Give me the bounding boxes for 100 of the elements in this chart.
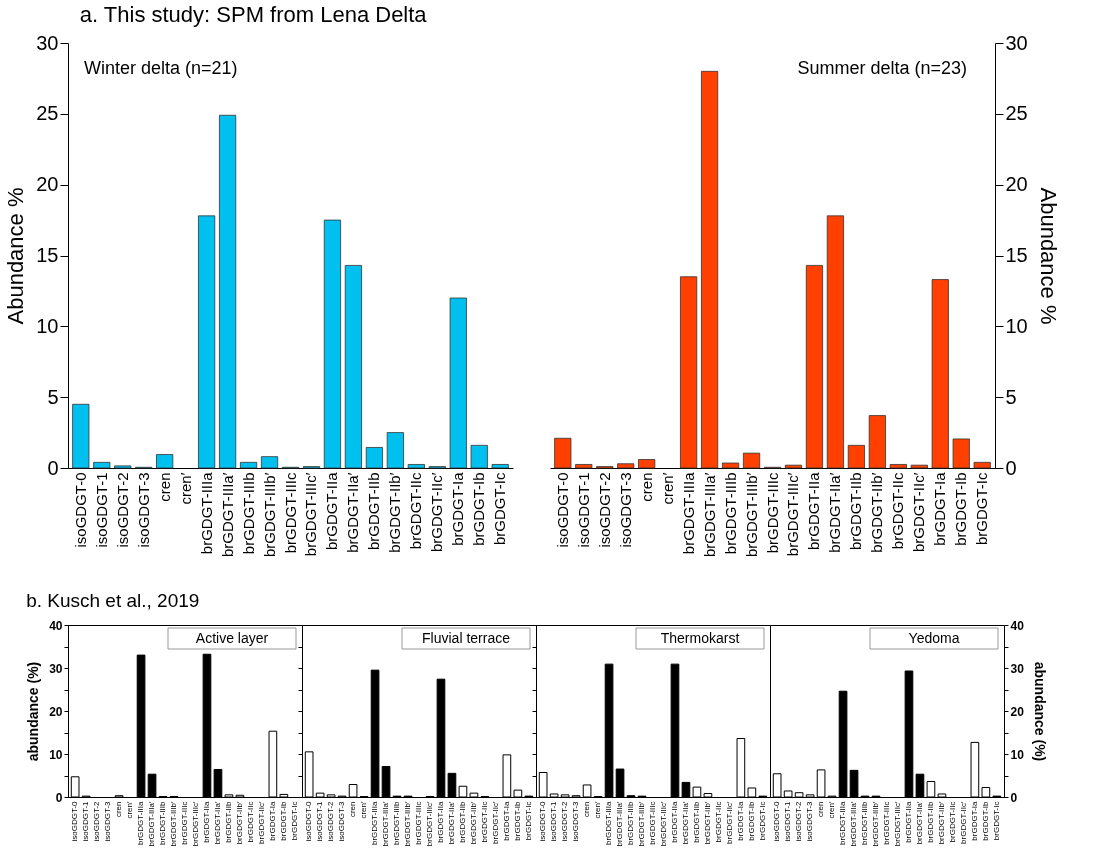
y-tick-label: 0 — [47, 456, 59, 479]
x-tick-label: brGDGT-IIIb′ — [637, 801, 647, 847]
x-tick-label: isoGDGT-0 — [538, 800, 548, 842]
y2-tick-label: 30 — [1010, 661, 1025, 676]
annotation: Active layer — [195, 630, 269, 646]
y-tick-label: 20 — [36, 173, 59, 196]
x-tick-label: brGDGT-Ia — [735, 800, 745, 841]
bar — [638, 459, 656, 469]
y-axis-title: Abundance % — [3, 187, 29, 325]
bar — [604, 663, 614, 798]
bar — [436, 678, 446, 798]
bar — [513, 789, 523, 798]
x-tick-label: brGDGT-Ib — [470, 472, 488, 546]
annotation: Yedoma — [908, 630, 960, 646]
bar — [326, 794, 336, 798]
bar — [304, 751, 314, 798]
x-tick-label: brGDGT-IIIc′ — [658, 801, 668, 847]
bar — [560, 794, 570, 798]
bar — [370, 669, 380, 798]
bar — [847, 444, 865, 469]
y-tick-label: 10 — [36, 314, 59, 337]
x-tick-label: brGDGT-IIIc′ — [190, 801, 200, 847]
x-tick-label: brGDGT-IIIc — [414, 801, 423, 845]
x-tick-label: cren — [114, 801, 124, 818]
x-tick-label: brGDGT-IIb′ — [386, 472, 404, 553]
bar — [868, 415, 886, 469]
bar — [615, 768, 625, 798]
bar — [981, 787, 991, 798]
x-tick-label: brGDGT-IIIb — [626, 800, 636, 846]
x-tick-label: isoGDGT-3 — [337, 800, 347, 842]
bar — [889, 464, 907, 469]
y-tick-label: 0 — [55, 790, 63, 805]
x-tick-label: brGDGT-IIIb — [239, 472, 257, 555]
x-tick-label: isoGDGT-0 — [71, 472, 89, 548]
x-tick-label: isoGDGT-2 — [794, 800, 804, 842]
x-tick-label: brGDGT-IIIa — [370, 800, 380, 846]
annotation: Winter delta (n=21) — [84, 58, 238, 78]
x-tick-label: brGDGT-Ic — [973, 472, 991, 546]
bar — [805, 794, 815, 798]
bar — [502, 754, 512, 798]
x-tick-label: brGDGT-IIIc — [281, 472, 299, 554]
y-tick-label: 30 — [36, 31, 59, 54]
x-tick-label: brGDGT-Ia — [501, 800, 511, 841]
chart-title: a. This study: SPM from Lena Delta — [79, 2, 428, 27]
x-tick-label: brGDGT-IIb — [691, 800, 701, 843]
bar — [692, 786, 702, 798]
x-tick-label: brGDGT-Ib — [512, 800, 522, 841]
bar — [973, 461, 991, 469]
x-tick-label: brGDGT-IIIa — [604, 800, 614, 846]
bar — [323, 219, 342, 469]
bar — [70, 776, 80, 798]
y2-tick-label: 20 — [1010, 704, 1025, 719]
x-tick-label: brGDGT-IIIa — [679, 471, 697, 555]
bar — [680, 276, 698, 469]
bar — [937, 793, 947, 798]
x-tick-label: isoGDGT-2 — [92, 800, 102, 842]
x-tick-label: isoGDGT-1 — [783, 800, 793, 842]
x-tick-label: brGDGT-IIa′ — [344, 472, 362, 553]
x-tick-label: brGDGT-IIIb — [158, 800, 168, 846]
y-axis-title: abundance (%) — [25, 661, 42, 762]
x-tick-label: brGDGT-IIa — [903, 800, 913, 843]
bar — [260, 456, 279, 469]
bar — [582, 784, 592, 798]
bar — [915, 773, 925, 798]
bar — [575, 464, 593, 469]
x-tick-label: brGDGT-IIIa′ — [700, 472, 718, 557]
x-tick-label: brGDGT-Ic — [523, 801, 533, 841]
x-tick-label: brGDGT-IIIc — [648, 801, 657, 845]
x-tick-label: brGDGT-IIa — [323, 471, 341, 551]
y2-tick-label: 20 — [1005, 173, 1028, 196]
x-tick-label: cren — [155, 472, 173, 502]
x-tick-label: brGDGT-IIIa — [136, 800, 146, 846]
x-tick-label: brGDGT-Ib — [952, 472, 970, 546]
bar — [703, 793, 713, 798]
chart-title: b. Kusch et al., 2019 — [26, 589, 200, 611]
x-tick-label: isoGDGT-2 — [113, 472, 131, 548]
bar — [224, 794, 234, 798]
bar — [701, 70, 719, 469]
x-tick-label: brGDGT-Ic — [289, 801, 299, 841]
x-tick-label: brGDGT-IIa — [805, 471, 823, 551]
bar — [910, 464, 928, 469]
x-tick-label: brGDGT-IIIa′ — [218, 472, 236, 557]
y-tick-label: 20 — [49, 704, 63, 719]
x-tick-label: brGDGT-IIc — [947, 801, 957, 843]
annotation: Summer delta (n=23) — [797, 58, 967, 78]
x-tick-label: brGDGT-IIIb′ — [871, 801, 881, 847]
x-tick-label: brGDGT-IIb — [925, 800, 935, 843]
bar — [381, 765, 391, 798]
bar — [72, 403, 90, 469]
x-tick-label: brGDGT-Ia — [931, 471, 949, 546]
x-tick-label: brGDGT-IIa′ — [914, 801, 924, 845]
x-tick-label: brGDGT-Ic — [757, 801, 767, 841]
y2-tick-label: 40 — [1010, 618, 1025, 633]
x-tick-label: isoGDGT-1 — [315, 800, 325, 842]
x-tick-label: brGDGT-Ia — [449, 471, 467, 546]
x-tick-label: isoGDGT-3 — [805, 800, 815, 842]
x-tick-label: cren′ — [176, 472, 194, 505]
y2-tick-label: 10 — [1005, 314, 1028, 337]
x-tick-label: brGDGT-IIb — [847, 472, 865, 551]
x-tick-label: brGDGT-IIIb′ — [260, 472, 278, 557]
